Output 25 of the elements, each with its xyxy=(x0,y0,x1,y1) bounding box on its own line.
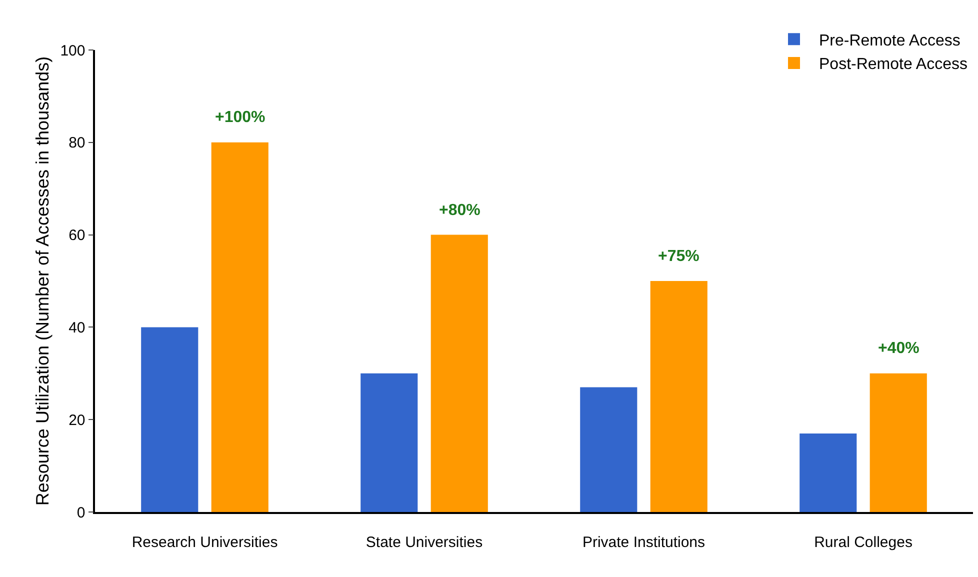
y-tick-label: 100 xyxy=(60,42,86,60)
bar xyxy=(650,281,708,512)
x-tick-label: Private Institutions xyxy=(582,534,706,551)
bar xyxy=(800,433,857,512)
bar xyxy=(141,327,198,512)
y-tick-label: 40 xyxy=(68,319,86,336)
bar xyxy=(580,387,638,512)
y-tick-label: 60 xyxy=(68,227,86,244)
y-axis-title: Resource Utilization (Number of Accesses in thousands) xyxy=(32,56,52,506)
legend-label: Post-Remote Access xyxy=(819,56,968,74)
bar xyxy=(870,373,927,512)
x-tick-label: Research Universities xyxy=(132,534,278,551)
annotation: +100% xyxy=(215,109,266,126)
x-tick-label: State Universities xyxy=(366,534,483,551)
bar xyxy=(211,142,268,512)
annotation: +75% xyxy=(658,248,700,265)
y-tick-label: 80 xyxy=(68,134,86,152)
x-tick-label: Rural Colleges xyxy=(814,534,912,551)
annotation: +40% xyxy=(878,340,920,357)
y-tick-label: 20 xyxy=(68,412,86,429)
bar xyxy=(360,373,418,512)
y-tick-label: 0 xyxy=(76,504,86,522)
annotation: +80% xyxy=(439,202,480,219)
legend-label: Pre-Remote Access xyxy=(819,32,960,50)
bar xyxy=(430,234,488,512)
